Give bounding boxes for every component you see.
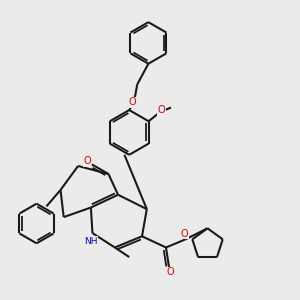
Text: O: O — [83, 156, 91, 166]
Text: O: O — [167, 267, 175, 277]
Text: O: O — [129, 97, 136, 107]
Text: O: O — [181, 229, 188, 239]
Text: O: O — [158, 105, 165, 116]
Text: NH: NH — [84, 237, 98, 246]
